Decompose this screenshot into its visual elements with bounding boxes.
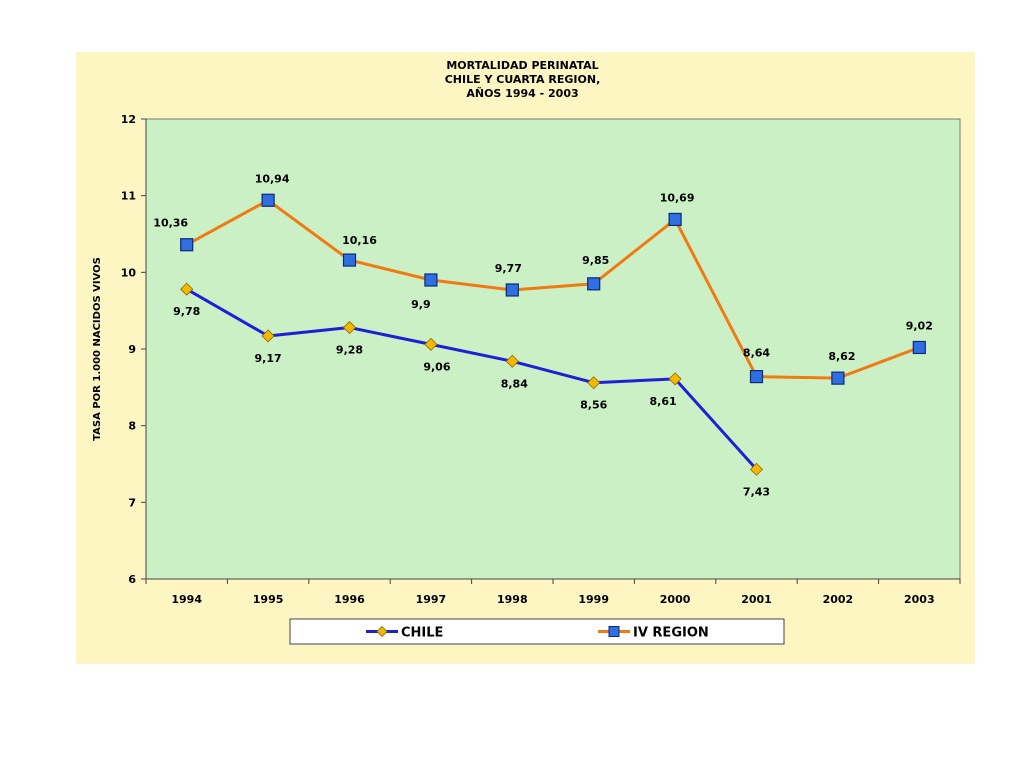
data-point [261,193,275,207]
data-point [180,282,194,296]
x-tick-label: 2000 [660,593,691,606]
chart-title-line-2: CHILE Y CUARTA REGION, [445,73,601,86]
data-point [505,283,519,297]
y-axis-label: TASA POR 1.000 NACIDOS VIVOS [92,257,103,441]
data-point [180,238,194,252]
series-line-chile [185,287,758,471]
data-point [912,340,926,355]
chart-area: MORTALIDAD PERINATAL CHILE Y CUARTA REGIO… [76,52,975,664]
data-label: 10,69 [660,191,695,204]
chart-title-line-1: MORTALIDAD PERINATAL [446,59,598,72]
x-tick-label: 1998 [497,593,528,606]
y-tick-label: 10 [121,266,137,279]
data-label: 10,94 [255,172,290,185]
data-point [424,273,438,287]
data-label: 9,06 [423,360,450,373]
y-tick-label: 9 [128,343,136,356]
data-label: 8,61 [650,395,677,408]
legend-label: IV REGION [633,626,709,641]
data-label: 8,56 [580,399,607,412]
data-label: 7,43 [743,485,770,498]
data-point [668,212,682,227]
x-tick-label: 2001 [741,593,772,606]
x-tick-label: 1994 [171,593,202,606]
y-tick-label: 11 [121,190,136,203]
data-label: 10,16 [342,234,377,247]
data-point [749,462,764,476]
data-point [587,376,601,390]
data-label: 8,62 [828,350,855,363]
data-label: 9,02 [906,319,933,332]
data-label: 9,17 [255,352,282,365]
x-tick-label: 1995 [253,593,284,606]
legend-marker [608,626,620,637]
data-label: 9,78 [173,305,200,318]
legend [289,618,785,645]
data-point [668,372,682,386]
data-point [831,371,845,385]
x-tick-label: 1996 [334,593,365,606]
y-tick-label: 12 [121,113,136,126]
data-point [261,329,275,343]
plot-area [145,118,961,580]
data-label: 9,28 [336,344,363,357]
y-tick-label: 8 [128,420,136,433]
data-point [749,370,764,384]
x-tick-label: 1999 [578,593,609,606]
x-tick-label: 1997 [416,593,447,606]
x-tick-label: 2003 [904,593,935,606]
x-tick-label: 2002 [823,593,854,606]
data-point [342,320,357,335]
data-point [342,253,357,267]
data-label: 9,85 [582,254,609,267]
data-label: 9,77 [495,262,522,275]
legend-marker [376,625,388,638]
data-label: 8,84 [501,377,528,390]
legend-label: CHILE [401,626,443,641]
series-line-iv-region [185,198,920,380]
data-label: 10,36 [153,217,188,230]
y-tick-label: 7 [128,496,136,509]
data-label: 8,64 [743,347,770,360]
data-label: 9,9 [411,298,431,311]
chart-title-line-3: AÑOS 1994 - 2003 [466,87,578,100]
data-point [424,337,438,351]
data-point [587,277,601,291]
y-tick-label: 6 [128,573,136,586]
data-point [505,354,519,368]
